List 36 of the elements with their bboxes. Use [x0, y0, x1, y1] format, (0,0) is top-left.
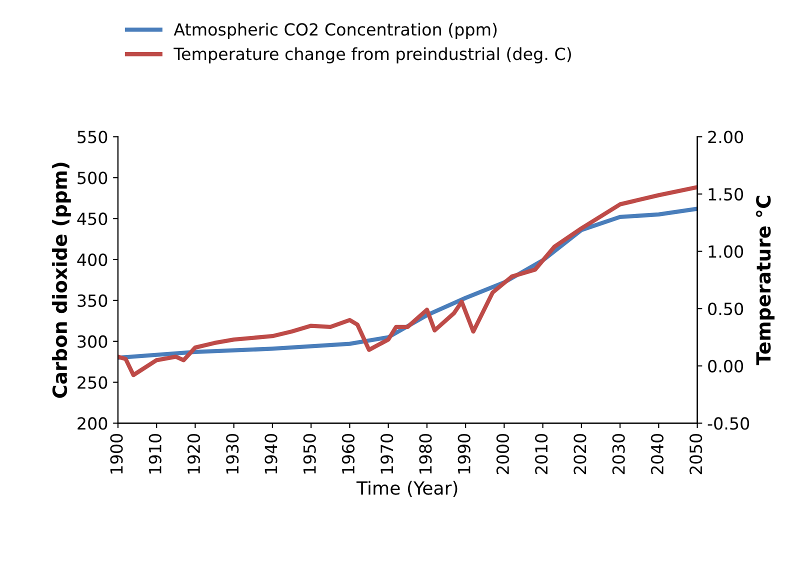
line-series	[118, 185, 698, 378]
y2-tick-label: 1.50	[708, 188, 744, 201]
x-tick-label: 2010	[535, 434, 548, 474]
y-axis-title: Carbon dioxide (ppm)	[52, 162, 71, 398]
y2-tick-label: 0.50	[708, 302, 744, 316]
x-tick-label: 1950	[303, 434, 316, 474]
x-tick-label: 1930	[226, 434, 239, 474]
x-axis-title: Time (Year)	[356, 480, 458, 497]
x-tick-label: 1970	[380, 434, 394, 474]
x-tick-label: 1900	[110, 434, 123, 474]
x-tick-label: 1910	[148, 434, 162, 474]
x-tick-label: 1990	[458, 434, 470, 474]
y-tick-label: 550	[78, 130, 108, 144]
y2-tick-label: -0.50	[708, 417, 750, 430]
y-tick-label: 350	[78, 294, 108, 307]
legend-label: Temperature change from preindustrial (deg. C)	[174, 47, 571, 64]
x-tick-label: 2020	[574, 434, 586, 474]
y2-axis-title: Temperature °C	[756, 196, 775, 366]
y2-tick-label: 1.00	[708, 245, 744, 258]
y-tick-label: 400	[77, 253, 108, 266]
y-tick-label: 450	[77, 212, 108, 226]
y-tick-label: 300	[78, 335, 108, 348]
y-tick-label: 200	[78, 417, 108, 430]
x-tick-label: 2050	[690, 434, 702, 474]
y2-tick-label: 2.00	[708, 130, 744, 144]
y-tick-label: 250	[78, 376, 108, 389]
x-tick-label: 1980	[419, 434, 432, 474]
x-tick-label: 1940	[264, 434, 278, 474]
y2-tick-label: 0.00	[708, 360, 744, 372]
x-tick-label: 1960	[342, 434, 355, 474]
x-tick-label: 1920	[187, 434, 200, 474]
x-tick-label: 2000	[496, 434, 510, 474]
x-tick-label: 2040	[650, 434, 664, 474]
x-tick-label: 2030	[612, 434, 625, 474]
legend-label: Atmospheric CO2 Concentration (ppm)	[174, 22, 497, 39]
y-tick-label: 500	[78, 172, 108, 184]
